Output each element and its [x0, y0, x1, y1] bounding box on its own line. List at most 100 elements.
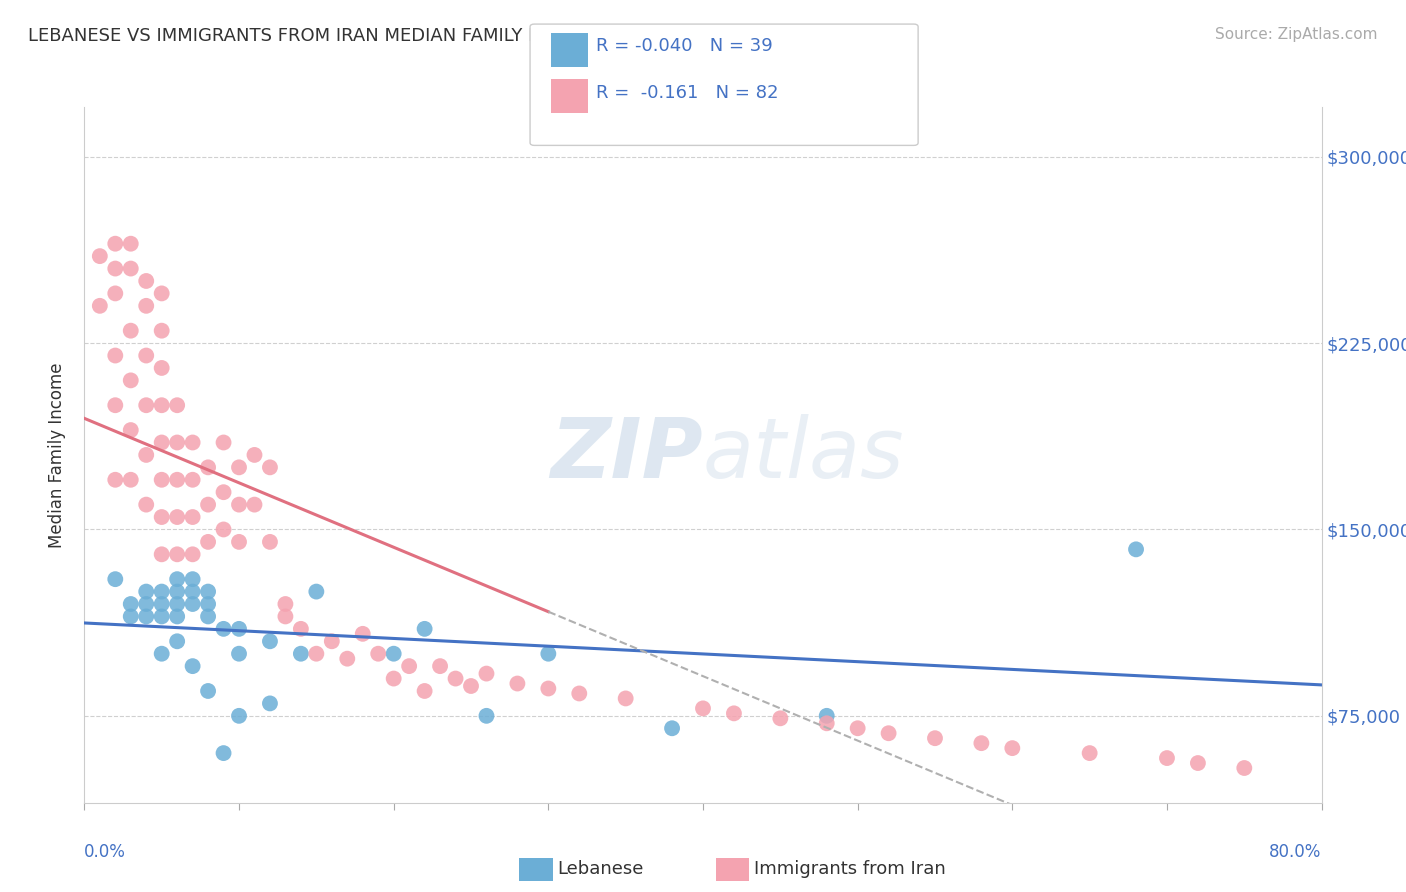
Point: [537, 647, 560, 661]
Point: [723, 706, 745, 721]
Point: [181, 572, 204, 586]
Point: [135, 609, 157, 624]
Point: [398, 659, 420, 673]
Point: [150, 398, 173, 412]
Point: [150, 597, 173, 611]
Point: [815, 716, 838, 731]
Point: [382, 647, 405, 661]
Point: [228, 647, 250, 661]
Point: [243, 448, 266, 462]
Point: [120, 473, 142, 487]
Point: [166, 572, 188, 586]
Point: [181, 510, 204, 524]
Point: [259, 534, 281, 549]
Point: [212, 746, 235, 760]
Point: [877, 726, 900, 740]
Point: [181, 435, 204, 450]
Point: [150, 286, 173, 301]
Point: [212, 523, 235, 537]
Point: [181, 473, 204, 487]
Text: ZIP: ZIP: [550, 415, 703, 495]
Point: [321, 634, 343, 648]
Point: [104, 398, 127, 412]
Point: [104, 236, 127, 251]
Point: [1156, 751, 1178, 765]
Point: [382, 672, 405, 686]
Text: 80.0%: 80.0%: [1270, 843, 1322, 861]
Point: [150, 647, 173, 661]
Point: [846, 721, 869, 735]
Point: [89, 249, 111, 263]
Point: [197, 609, 219, 624]
Text: Source: ZipAtlas.com: Source: ZipAtlas.com: [1215, 27, 1378, 42]
Point: [120, 324, 142, 338]
Point: [181, 547, 204, 561]
Point: [274, 609, 297, 624]
Point: [506, 676, 529, 690]
Point: [290, 622, 312, 636]
Point: [150, 435, 173, 450]
Point: [815, 708, 838, 723]
Point: [460, 679, 482, 693]
Point: [212, 485, 235, 500]
Point: [150, 360, 173, 375]
Point: [166, 547, 188, 561]
Point: [1001, 741, 1024, 756]
Text: R = -0.040   N = 39: R = -0.040 N = 39: [596, 37, 773, 55]
Point: [243, 498, 266, 512]
Point: [135, 584, 157, 599]
Point: [166, 584, 188, 599]
Point: [661, 721, 683, 735]
Point: [150, 609, 173, 624]
Point: [197, 684, 219, 698]
Point: [228, 460, 250, 475]
Point: [769, 711, 792, 725]
Point: [228, 622, 250, 636]
Point: [367, 647, 389, 661]
Point: [475, 708, 498, 723]
Point: [444, 672, 467, 686]
Point: [475, 666, 498, 681]
Point: [568, 686, 591, 700]
Point: [120, 236, 142, 251]
Point: [135, 498, 157, 512]
Text: atlas: atlas: [703, 415, 904, 495]
Point: [259, 634, 281, 648]
Point: [413, 622, 436, 636]
Point: [197, 498, 219, 512]
Point: [614, 691, 637, 706]
Point: [1233, 761, 1256, 775]
Point: [120, 373, 142, 387]
Point: [924, 731, 946, 746]
Point: [197, 534, 219, 549]
Point: [120, 423, 142, 437]
Point: [228, 708, 250, 723]
Point: [290, 647, 312, 661]
Point: [166, 609, 188, 624]
Point: [104, 261, 127, 276]
Point: [212, 435, 235, 450]
Point: [336, 651, 359, 665]
Point: [537, 681, 560, 696]
Point: [228, 498, 250, 512]
Point: [104, 473, 127, 487]
Point: [104, 572, 127, 586]
Point: [413, 684, 436, 698]
Point: [181, 584, 204, 599]
Point: [352, 627, 374, 641]
Point: [228, 534, 250, 549]
Point: [1125, 542, 1147, 557]
Text: Lebanese: Lebanese: [557, 860, 643, 878]
Point: [150, 584, 173, 599]
Point: [166, 398, 188, 412]
Point: [135, 398, 157, 412]
Point: [166, 510, 188, 524]
Point: [197, 597, 219, 611]
Point: [135, 349, 157, 363]
Point: [104, 349, 127, 363]
Text: LEBANESE VS IMMIGRANTS FROM IRAN MEDIAN FAMILY INCOME CORRELATION CHART: LEBANESE VS IMMIGRANTS FROM IRAN MEDIAN …: [28, 27, 801, 45]
Point: [1187, 756, 1209, 770]
Point: [429, 659, 451, 673]
Point: [970, 736, 993, 750]
Point: [181, 597, 204, 611]
